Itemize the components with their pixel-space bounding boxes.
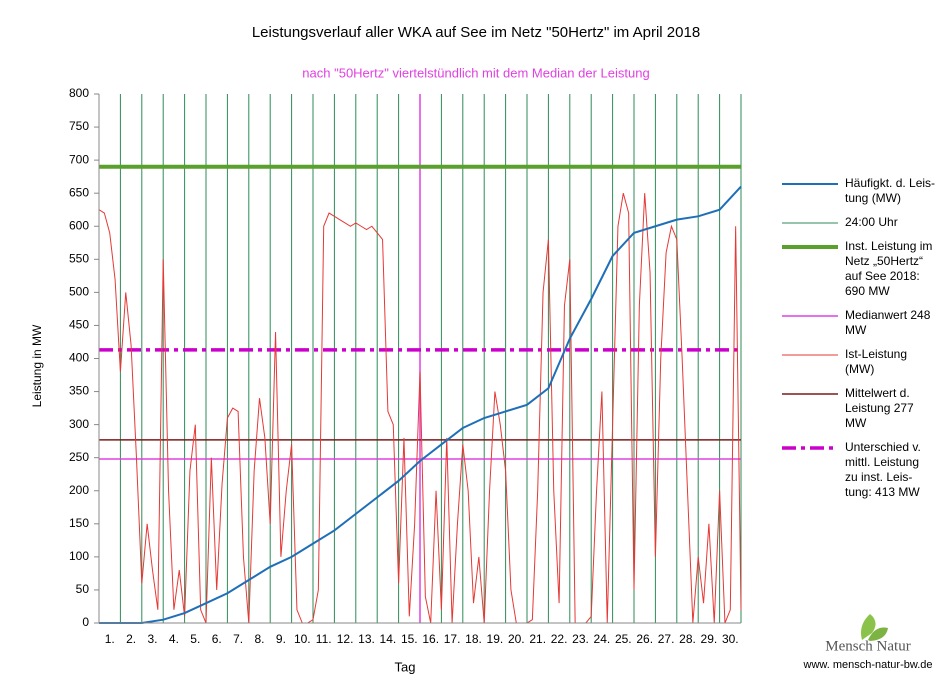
x-tick-label: 26. (636, 632, 653, 646)
y-tick-label: 700 (69, 152, 89, 166)
legend-line: (MW) (845, 362, 874, 376)
x-tick-label: 24. (594, 632, 611, 646)
legend-line: mittl. Leistung (845, 455, 919, 469)
y-axis-label: Leistung in MW (30, 324, 44, 407)
y-tick-label: 100 (69, 549, 89, 563)
y-tick-label: 400 (69, 351, 89, 365)
x-tick-label: 19. (487, 632, 504, 646)
legend-line: tung: 413 MW (845, 485, 920, 499)
x-tick-label: 2. (126, 632, 136, 646)
y-tick-label: 600 (69, 218, 89, 232)
y-tick-label: 550 (69, 251, 89, 265)
x-tick-label: 9. (276, 632, 286, 646)
x-tick-label: 13. (358, 632, 375, 646)
x-tick-label: 4. (169, 632, 179, 646)
legend-line: zu inst. Leis- (845, 470, 912, 484)
x-tick-label: 7. (233, 632, 243, 646)
x-tick-label: 20. (508, 632, 525, 646)
x-tick-label: 22. (551, 632, 568, 646)
x-tick-label: 15. (401, 632, 418, 646)
x-tick-label: 12. (337, 632, 354, 646)
chart-subtitle: nach "50Hertz" viertelstündlich mit dem … (302, 65, 649, 80)
x-tick-label: 21. (529, 632, 546, 646)
legend-label: Inst. Leistung im Netz „50Hertz“ auf See 2… (845, 239, 932, 298)
x-tick-label: 16. (422, 632, 439, 646)
series-line (99, 185, 742, 624)
y-tick-label: 350 (69, 384, 89, 398)
logo-url: www. mensch-natur-bw.de (803, 659, 933, 671)
legend-line: Unterschied v. (845, 440, 921, 454)
x-tick-label: 27. (658, 632, 675, 646)
legend-label: Mittelwert d. Leistung 277 MW (845, 386, 914, 430)
y-tick-label: 300 (69, 417, 89, 431)
x-tick-label: 29. (701, 632, 718, 646)
logo-name: Mensch Natur (825, 638, 910, 654)
legend-line: tung (MW) (845, 191, 901, 205)
y-tick-label: 800 (69, 86, 89, 100)
legend-line: Ist-Leistung (845, 347, 907, 361)
y-tick-label: 500 (69, 285, 89, 299)
y-tick-label: 750 (69, 119, 89, 133)
y-tick-label: 250 (69, 450, 89, 464)
legend-line: Medianwert 248 (845, 308, 931, 322)
legend-line: 24:00 Uhr (845, 215, 898, 229)
legend-line: MW (845, 323, 867, 337)
legend-line: Leistung 277 (845, 401, 914, 415)
legend-label: Ist-Leistung (MW) (845, 347, 907, 376)
x-tick-label: 30. (722, 632, 739, 646)
legend-line: Mittelwert d. (845, 386, 910, 400)
x-tick-label: 11. (316, 632, 332, 646)
x-tick-label: 8. (254, 632, 264, 646)
legend-line: 690 MW (845, 284, 890, 298)
x-tick-label: 23. (572, 632, 589, 646)
legend-label: 24:00 Uhr (845, 215, 898, 229)
y-tick-label: 650 (69, 185, 89, 199)
legend-line: Inst. Leistung im (845, 239, 932, 253)
x-tick-label: 25. (615, 632, 632, 646)
y-tick-label: 200 (69, 483, 89, 497)
legend-line: auf See 2018: (845, 269, 920, 283)
x-tick-label: 28. (679, 632, 696, 646)
legend-label: Häufigkt. d. Leis-tung (MW) (845, 176, 935, 205)
x-tick-label: 18. (465, 632, 482, 646)
legend-label: Medianwert 248 MW (845, 308, 931, 337)
legend-label: Unterschied v. mittl. Leistung zu inst. Le… (845, 440, 921, 499)
y-tick-label: 0 (82, 615, 89, 629)
legend-line: Häufigkt. d. Leis- (845, 176, 935, 190)
x-tick-label: 1. (105, 632, 115, 646)
x-axis-label: Tag (395, 659, 416, 674)
x-tick-label: 6. (212, 632, 222, 646)
legend-line: Netz „50Hertz“ (845, 254, 923, 268)
chart-title: Leistungsverlauf aller WKA auf See im Ne… (252, 24, 700, 41)
x-tick-label: 14. (380, 632, 397, 646)
x-tick-label: 3. (147, 632, 157, 646)
x-tick-label: 10. (294, 632, 311, 646)
y-tick-label: 450 (69, 318, 89, 332)
x-tick-label: 5. (190, 632, 200, 646)
logo-leaf (861, 614, 888, 641)
legend-line: MW (845, 416, 867, 430)
y-tick-label: 150 (69, 516, 89, 530)
y-tick-label: 50 (76, 582, 90, 596)
x-tick-label: 17. (444, 632, 461, 646)
